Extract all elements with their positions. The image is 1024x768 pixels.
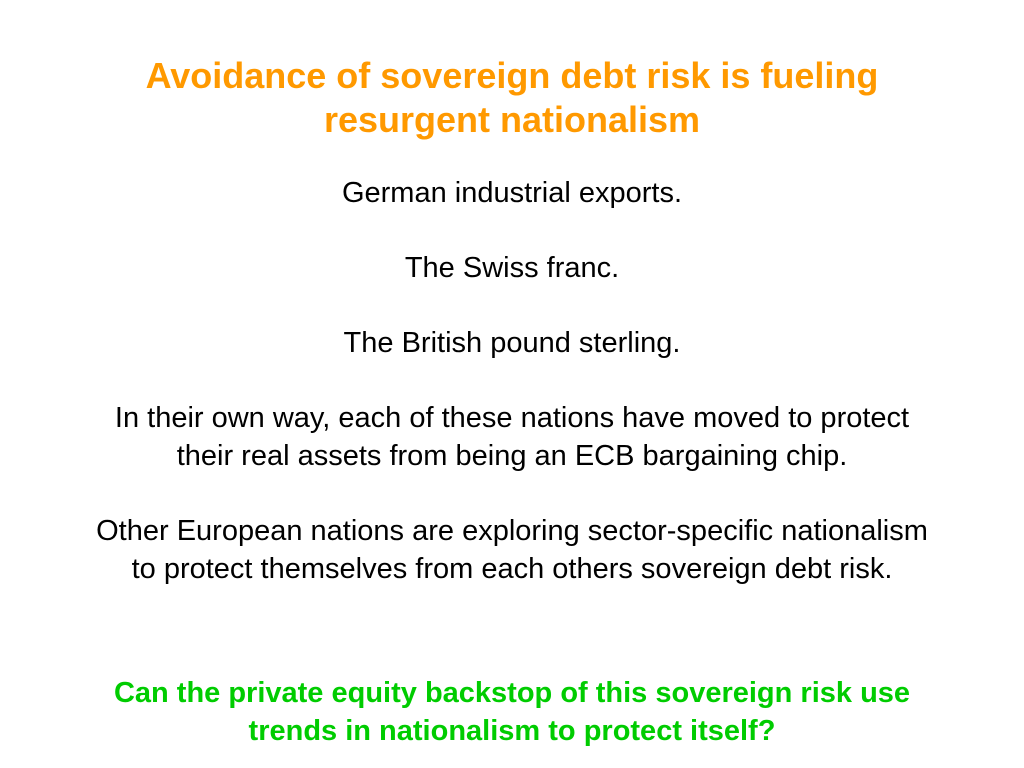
slide-title-line-2: resurgent nationalism (323, 99, 701, 140)
closing-question: Can the private equity backstop of this … (0, 674, 1024, 750)
paragraph-british-pound: The British pound sterling. (0, 324, 1024, 362)
paragraph-protect-assets: In their own way, each of these nations … (0, 399, 1024, 475)
paragraph-line: their real assets from being an ECB barg… (176, 440, 848, 472)
paragraph-german-exports: German industrial exports. (0, 174, 1024, 212)
paragraph-line: German industrial exports. (341, 177, 683, 209)
paragraph-line: In their own way, each of these nations … (114, 402, 910, 434)
paragraph-line: Other European nations are exploring sec… (96, 515, 928, 547)
paragraph-line: The Swiss franc. (404, 252, 620, 284)
paragraph-sector-nationalism: Other European nations are exploring sec… (0, 512, 1024, 588)
slide-body: German industrial exports. The Swiss fra… (0, 174, 1024, 625)
paragraph-line: The British pound sterling. (343, 327, 681, 359)
slide-title-line-1: Avoidance of sovereign debt risk is fuel… (145, 55, 879, 96)
closing-question-line-2: trends in nationalism to protect itself? (248, 715, 776, 747)
closing-question-line-1: Can the private equity backstop of this … (113, 677, 911, 709)
paragraph-line: to protect themselves from each others s… (131, 553, 893, 585)
paragraph-swiss-franc: The Swiss franc. (0, 249, 1024, 287)
slide-title: Avoidance of sovereign debt risk is fuel… (0, 54, 1024, 142)
